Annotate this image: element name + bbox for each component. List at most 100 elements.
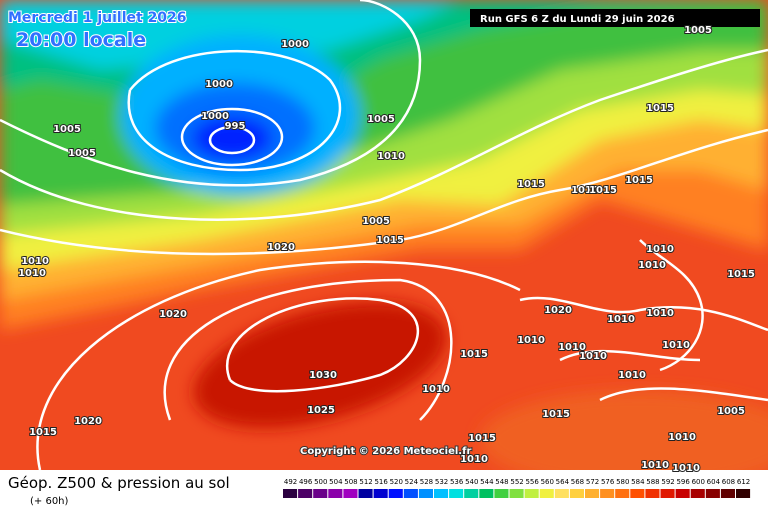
scale-swatch [615,489,630,498]
isobar-label: 1020 [159,309,187,320]
scale-label: 552 [510,478,523,486]
scale-swatch [464,489,479,498]
isobar-label: 1010 [668,432,696,443]
scale-label: 588 [646,478,659,486]
scale-swatch [539,489,554,498]
isobar-label: 1025 [307,405,335,416]
scale-swatch [524,489,539,498]
isobar-label: 1015 [625,175,653,186]
field [0,0,768,470]
scale-label: 544 [480,478,494,486]
scale-label: 524 [405,478,419,486]
isobar-label: 1005 [68,148,96,159]
scale-label: 604 [707,478,721,486]
isobar-label: 1010 [641,460,669,471]
isobar-label: 1005 [684,25,712,36]
isobar-label: 1015 [727,269,755,280]
scale-swatch [675,489,690,498]
scale-swatch [554,489,569,498]
scale-label: 532 [435,478,448,486]
scale-label: 504 [329,478,343,486]
scale-label: 560 [541,478,554,486]
scale-label: 548 [495,478,508,486]
isobar-label: 1005 [362,216,390,227]
isobar-label: 1010 [607,314,635,325]
scale-swatch [705,489,720,498]
scale-label: 536 [450,478,464,486]
isobar-label: 1010 [377,151,405,162]
scale-label: 564 [556,478,570,486]
scale-swatch [630,489,645,498]
isobar-label: 1010 [422,384,450,395]
scale-label: 556 [525,478,539,486]
isobar-label: 1020 [544,305,572,316]
scale-swatch [343,489,358,498]
scale-swatch [403,489,418,498]
isobar-label: 1010 [662,340,690,351]
isobar-label: 1010 [558,342,586,353]
isobar-label: 1010 [618,370,646,381]
scale-label: 592 [661,478,674,486]
scale-label: 520 [390,478,403,486]
scale-label: 568 [571,478,584,486]
isobars [0,0,768,470]
isobar-label: 1010 [579,351,607,362]
scale-label: 572 [586,478,599,486]
run-info: Run GFS 6 Z du Lundi 29 juin 2026 [480,14,675,25]
scale-label: 576 [601,478,615,486]
scale-label: 528 [420,478,433,486]
scale-label: 584 [631,478,645,486]
isobar-label: 1015 [29,427,57,438]
isobar-label: 1010 [638,260,666,271]
scale-swatch [569,489,584,498]
isobar-label: 1010 [21,256,49,267]
forecast-time: 20:00 locale [16,29,146,51]
footer-title: Géop. Z500 & pression au sol [8,474,230,492]
forecast-date: Mercredi 1 juillet 2026 [8,10,187,26]
isobar-label: 1010 [18,268,46,279]
isobar-label: 1010 [646,244,674,255]
scale-swatch [449,489,464,498]
isobar-label: 1020 [74,416,102,427]
scale-swatch [479,489,494,498]
scale-label: 580 [616,478,629,486]
scale-swatch [283,489,298,498]
scale-swatch [434,489,449,498]
scale-swatch [660,489,675,498]
footer-subtitle: (+ 60h) [30,496,69,507]
scale-swatch [358,489,373,498]
scale-label: 512 [359,478,372,486]
isobar-label: 1000 [281,39,309,50]
scale-swatch [373,489,388,498]
scale-swatch [494,489,509,498]
scale-label: 508 [344,478,357,486]
scale-swatch [736,489,751,498]
isobar-label: 995 [225,121,246,132]
isobar-label: 1005 [367,114,395,125]
isobar-label: 1010 [517,335,545,346]
isobar-label: 1015 [517,179,545,190]
scale-label: 516 [374,478,388,486]
scale-swatch [600,489,615,498]
isobar-label: 1015 [376,235,404,246]
isobar-label: 1015 [589,185,617,196]
scale-label: 500 [314,478,327,486]
isobar-label: 1010 [571,185,599,196]
scale-label: 612 [737,478,750,486]
scale-swatch [585,489,600,498]
isobar-label: 1020 [267,242,295,253]
scale-label: 596 [676,478,690,486]
scale-swatch [509,489,524,498]
scale-label: 492 [284,478,297,486]
scale-label: 600 [692,478,705,486]
isobar-label: 1000 [205,79,233,90]
scale-swatch [388,489,403,498]
scale-swatch [298,489,313,498]
isobar-label: 1010 [672,463,700,474]
isobar-label: 1010 [646,308,674,319]
copyright: Copyright © 2026 Meteociel.fr [300,446,471,457]
isobar-label: 1015 [468,433,496,444]
run-box [470,9,760,27]
isobar-label: 1015 [460,349,488,360]
